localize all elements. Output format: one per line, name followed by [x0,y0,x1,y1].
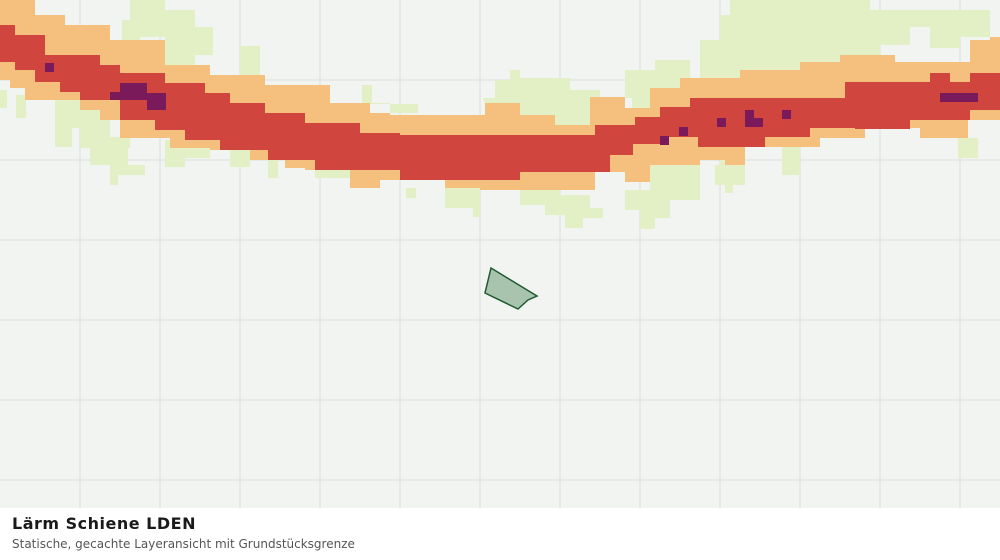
noise-zone-very-high [45,63,978,145]
noise-zone-high [0,25,1000,180]
map [0,0,1000,508]
layer-subtitle: Statische, gecachte Layeransicht mit Gru… [12,537,355,551]
legend-footer: Lärm Schiene LDEN Statische, gecachte La… [0,508,1000,560]
noise-zone-low [0,0,990,229]
parcel-boundary [484,266,539,310]
layer-title: Lärm Schiene LDEN [12,514,196,533]
